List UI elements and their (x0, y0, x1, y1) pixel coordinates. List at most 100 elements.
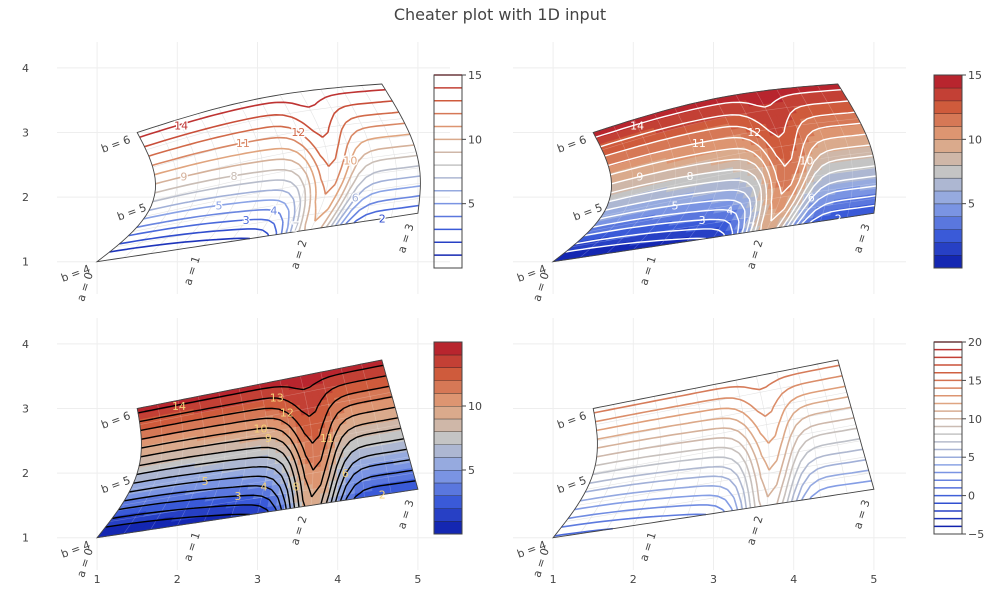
contour-line (595, 427, 858, 508)
carpet-a-gridline (279, 380, 291, 510)
carpet-a-axis-label: a = 1 (181, 254, 203, 287)
colorbar-tick-label: 20 (968, 336, 982, 349)
carpet-a-gridline (817, 85, 854, 218)
colorbar: 10 5 (433, 341, 482, 535)
carpet-a-axis-label: a = 2 (744, 238, 766, 271)
contour-line (140, 417, 399, 507)
contour-line (574, 480, 872, 511)
carpet-b-gridline (137, 424, 400, 474)
contour-line (143, 185, 421, 234)
contour-line (561, 513, 707, 528)
colorbar-segment (934, 75, 962, 88)
contour-label: 3 (243, 214, 250, 227)
carpet-b-axis-label: b = 6 (99, 409, 132, 432)
contour-label: 14 (172, 400, 186, 413)
contour-label: 9 (180, 170, 187, 183)
carpet-a-gridline (177, 396, 205, 526)
y-tick-label: 2 (22, 467, 29, 480)
x-tick-label: 3 (710, 573, 717, 586)
contour-line (611, 144, 871, 231)
carpet-a-axis-label: a = 1 (637, 254, 659, 287)
colorbar-segment (934, 242, 962, 256)
colorbar-segment (434, 342, 462, 355)
carpet-a-gridline (735, 94, 763, 234)
contour-line (136, 194, 420, 234)
x-tick-label: 1 (94, 573, 101, 586)
contour-label: 13 (270, 392, 284, 405)
contour-line (597, 396, 849, 471)
contour-label: 4 (270, 204, 277, 217)
contour-label: 8 (231, 170, 238, 183)
contour-label: 7 (749, 221, 756, 234)
contour-line (604, 111, 855, 167)
contour-label: 3 (235, 490, 242, 503)
contour-line (105, 513, 251, 528)
carpet-b-gridline (586, 440, 861, 490)
contour-line (595, 89, 842, 138)
contour-line (119, 228, 270, 245)
carpet-a-gridline (257, 384, 269, 514)
contour-label: 10 (343, 155, 357, 168)
contour-label: 5 (216, 199, 223, 212)
carpet-b-axis-label: b = 5 (555, 474, 588, 497)
contour-line (610, 154, 874, 232)
colorbar-border (933, 341, 963, 535)
carpet-b-axis-label: b = 6 (99, 133, 132, 156)
colorbar-segment (434, 406, 462, 419)
contour-line (604, 175, 877, 233)
contour-line (139, 427, 402, 508)
contour-line (565, 237, 707, 253)
contour-line (148, 111, 399, 168)
colorbar-tick-label: 10 (468, 400, 482, 413)
contour-line (584, 204, 875, 237)
contour-label: 6 (352, 192, 359, 205)
carpet-a-axis-label: a = 1 (637, 530, 659, 563)
contour-label: 7 (293, 221, 300, 234)
contour-label: 11 (236, 137, 250, 150)
contour-label: 11 (692, 137, 706, 150)
carpet-b-gridline (601, 167, 876, 217)
contour-label: 8 (292, 481, 299, 494)
contour-line (139, 88, 386, 138)
contour-line (580, 469, 869, 511)
carpet-b-gridline (145, 167, 420, 217)
contour-line (154, 154, 418, 232)
carpet-a-axis-label: a = 2 (288, 238, 310, 271)
x-tick-label: 3 (254, 573, 261, 586)
contour-label: 2 (379, 489, 386, 502)
colorbar-segment (934, 190, 962, 204)
carpet-a-axis-label: a = 2 (288, 514, 310, 547)
colorbar-border (433, 74, 463, 269)
contour-line (596, 417, 855, 507)
contour-line (592, 195, 876, 234)
carpet-b-gridline (130, 440, 405, 490)
colorbar-segment (434, 482, 462, 496)
contour-line (139, 375, 387, 423)
colorbar-tick-label: 10 (968, 133, 982, 146)
carpet-a-gridline (796, 87, 831, 222)
contour-line (593, 364, 840, 414)
colorbar-tick-label: 5 (968, 198, 975, 211)
colorbar-tick-label: 10 (968, 413, 982, 426)
carpet-boundary (552, 359, 875, 539)
contour-line (140, 385, 390, 444)
y-tick-label: 4 (22, 62, 29, 75)
carpet-b-gridline (109, 472, 414, 522)
y-tick-label: 1 (22, 532, 29, 545)
contour-label: 8 (687, 170, 694, 183)
contour-line (109, 237, 251, 253)
contour-label: 14 (174, 120, 188, 133)
carpet-b-gridline (597, 392, 847, 442)
carpet-b-gridline (152, 118, 403, 168)
contour-line (129, 459, 410, 510)
carpet-a-gridline (606, 119, 655, 254)
contour-line (137, 364, 384, 414)
x-tick-label: 2 (174, 573, 181, 586)
colorbar-tick-label: 5 (468, 198, 475, 211)
contour-line (112, 504, 269, 520)
colorbar-segment (434, 508, 462, 522)
contour-line (600, 100, 849, 148)
